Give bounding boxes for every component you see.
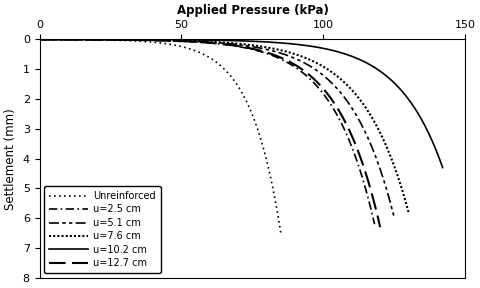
u=2.5 cm [146,39,152,42]
u=2.5 cm [77,38,83,41]
u=7.6 cm [269,47,275,50]
u=7.6 cm [157,38,163,42]
u=2.5 cm [278,58,284,61]
u=5.1 cm [293,57,299,60]
u=12.7 cm [148,39,154,42]
Unreinforced [36,38,42,41]
u=10.2 cm [440,166,445,169]
u=2.5 cm [372,222,377,226]
u=12.7 cm [284,59,290,62]
u=7.6 cm [36,38,42,41]
u=5.1 cm [79,38,85,41]
Unreinforced [189,48,194,51]
u=7.6 cm [305,57,311,60]
u=12.7 cm [78,38,84,41]
u=10.2 cm [85,38,91,41]
u=2.5 cm [169,39,175,43]
u=5.1 cm [295,58,300,61]
Unreinforced [115,39,121,42]
u=10.2 cm [328,48,334,52]
u=12.7 cm [283,58,288,61]
Line: u=7.6 cm: u=7.6 cm [39,39,408,212]
u=10.2 cm [290,42,296,46]
Unreinforced [211,58,216,62]
Unreinforced [66,38,72,41]
Line: u=5.1 cm: u=5.1 cm [39,39,395,218]
Line: u=12.7 cm: u=12.7 cm [39,39,380,227]
u=5.1 cm [177,39,183,43]
u=2.5 cm [36,38,42,41]
u=12.7 cm [36,38,42,41]
u=2.5 cm [247,47,253,51]
u=10.2 cm [36,38,42,41]
u=12.7 cm [377,226,383,229]
u=5.1 cm [260,47,265,50]
Y-axis label: Settlement (mm): Settlement (mm) [4,108,17,209]
u=10.2 cm [330,49,336,52]
u=12.7 cm [171,39,177,43]
u=7.6 cm [183,39,189,43]
Line: u=2.5 cm: u=2.5 cm [39,39,374,224]
u=12.7 cm [251,47,257,51]
u=10.2 cm [196,38,202,42]
X-axis label: Applied Pressure (kPa): Applied Pressure (kPa) [177,4,328,17]
u=7.6 cm [303,56,309,60]
u=5.1 cm [36,38,42,41]
Line: u=10.2 cm: u=10.2 cm [39,39,443,168]
u=7.6 cm [81,38,87,41]
Unreinforced [132,39,138,43]
u=10.2 cm [168,38,174,41]
u=5.1 cm [152,39,158,42]
u=5.1 cm [392,217,397,220]
Line: Unreinforced: Unreinforced [39,39,281,233]
u=2.5 cm [280,58,286,62]
Legend: Unreinforced, u=2.5 cm, u=5.1 cm, u=7.6 cm, u=10.2 cm, u=12.7 cm: Unreinforced, u=2.5 cm, u=5.1 cm, u=7.6 … [45,186,160,273]
u=7.6 cm [406,211,411,214]
Unreinforced [278,231,284,235]
Unreinforced [212,59,218,63]
